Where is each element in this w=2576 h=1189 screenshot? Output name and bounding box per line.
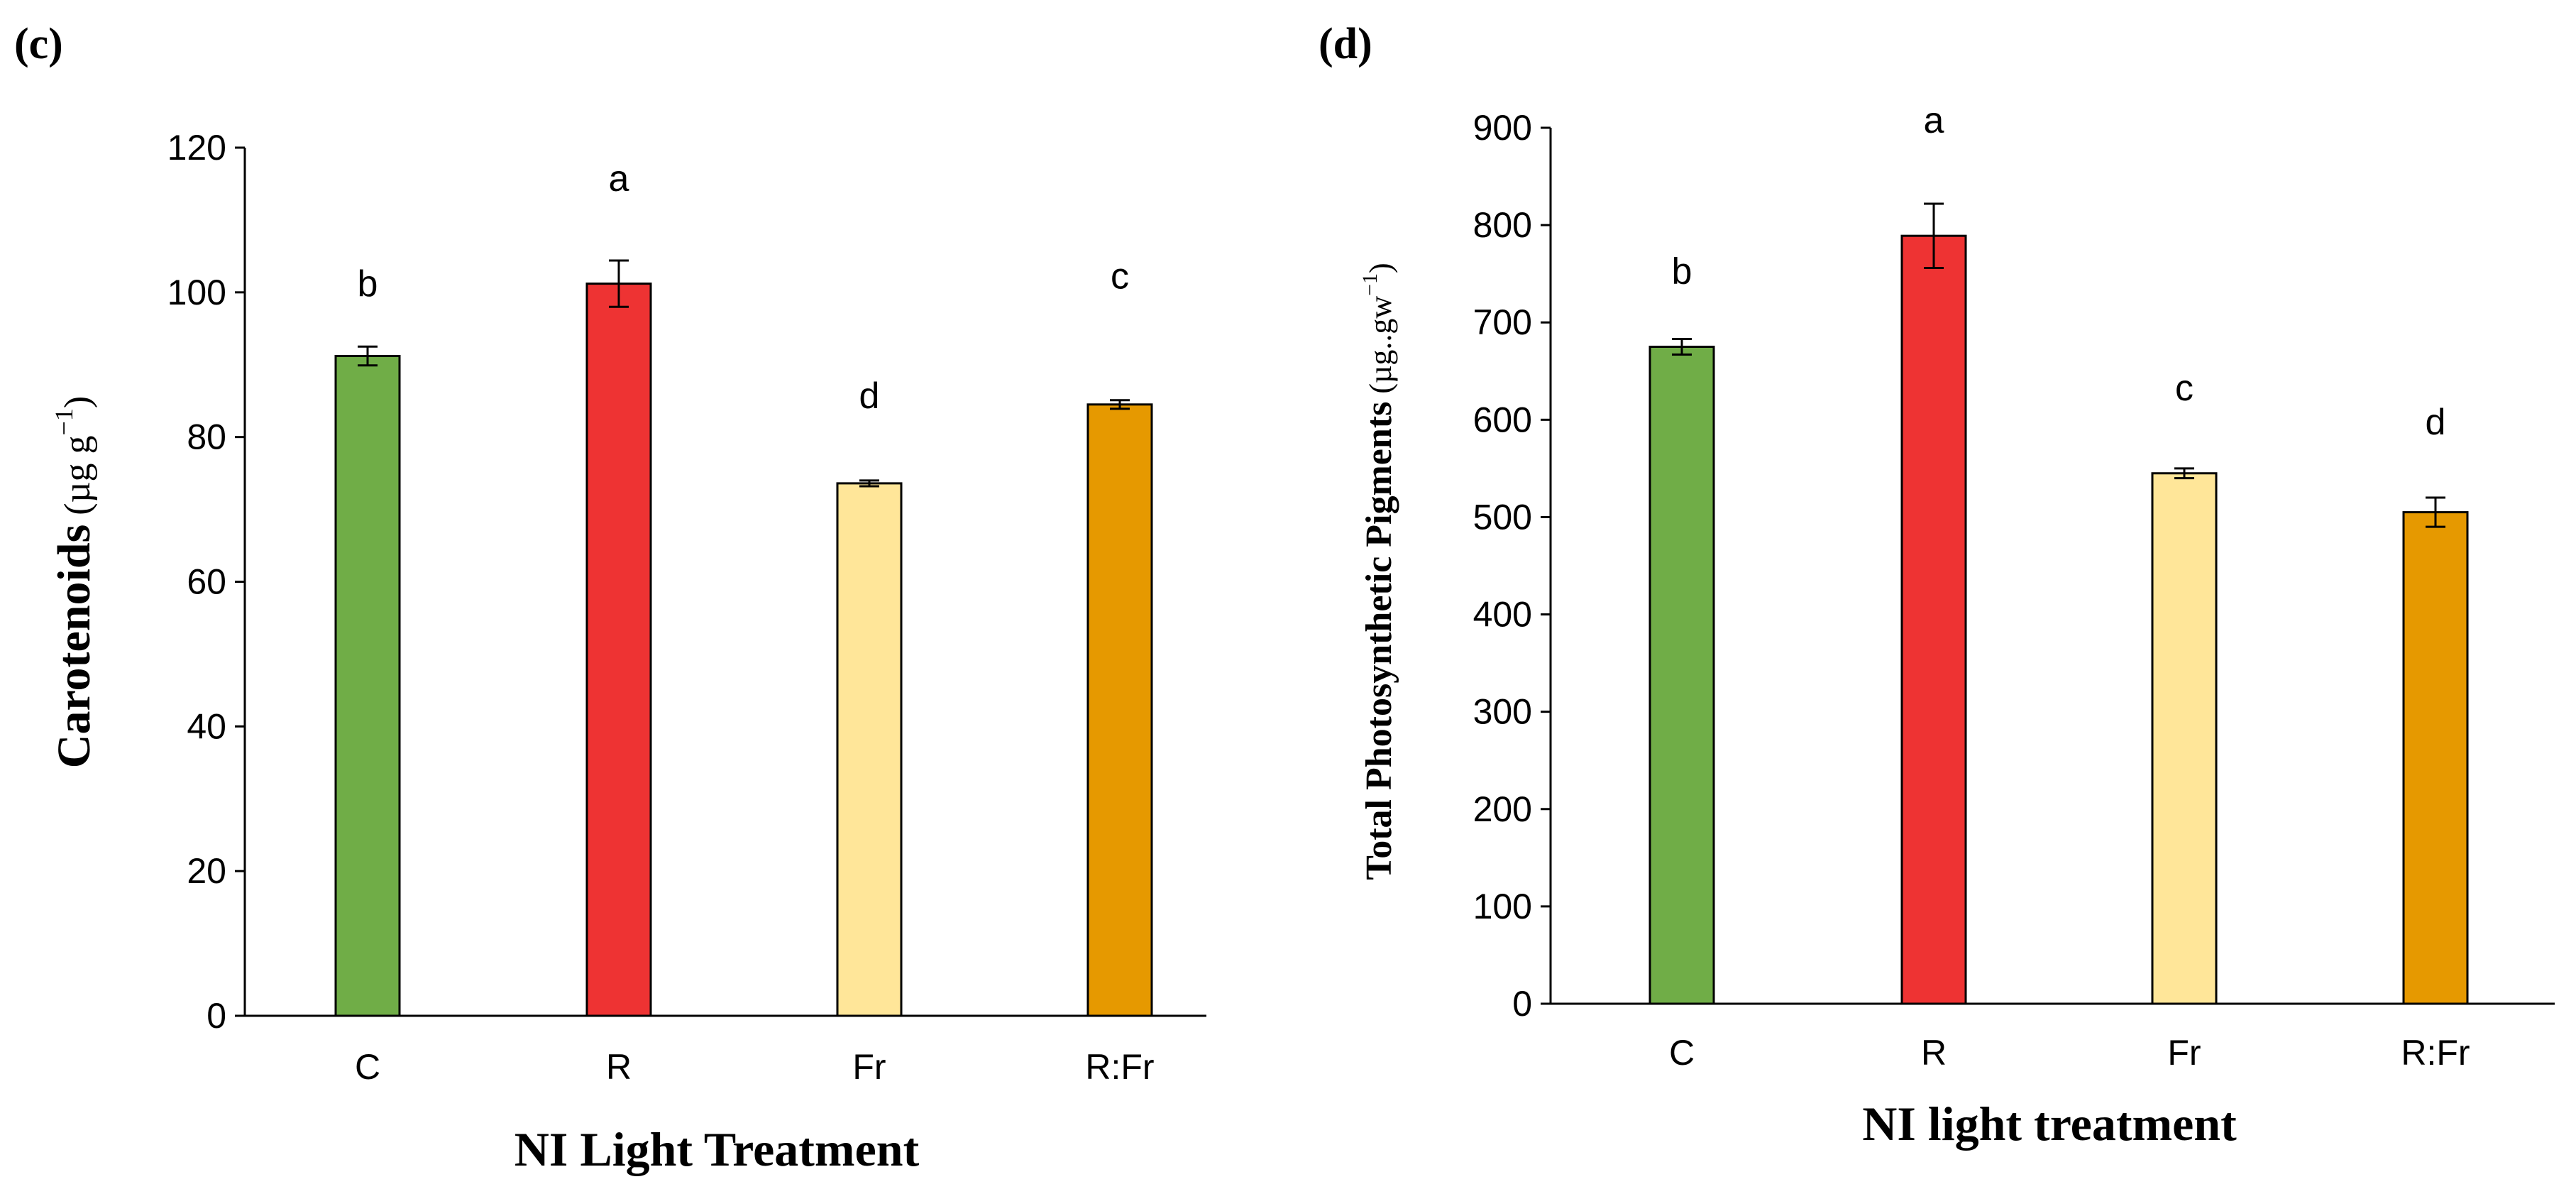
panel-d-y-axis-unit-close: )	[1363, 263, 1398, 273]
panel-d-y-tick-label: 600	[1473, 400, 1532, 439]
panel-c-bar-c	[334, 355, 401, 1017]
panel-c-error-bars	[358, 259, 1130, 488]
panel-d-category-label: Fr	[2167, 1033, 2201, 1073]
panel-c-significance-letters: b a d c	[358, 158, 1129, 417]
panel-c-y-ticks: 0 20 40 60 80 100 120	[167, 128, 245, 1036]
panel-c-label: (c)	[14, 20, 63, 68]
panel-c-bar-fr	[836, 482, 903, 1017]
panel-d-chart: (d) 0 100 200 300 400 500 600 700 800 900 b a c d C R…	[1319, 20, 2555, 1151]
panel-c-error-bar	[859, 479, 879, 488]
panel-d-y-tick-label: 400	[1473, 595, 1532, 635]
panel-d-error-bar	[2426, 496, 2445, 528]
panel-d-y-axis-title-main: Total Photosynthetic Pigments	[1359, 402, 1399, 880]
panel-d-y-tick-label: 700	[1473, 302, 1532, 342]
panel-c-significance-letter: c	[1111, 256, 1129, 297]
panel-d-label: (d)	[1319, 20, 1372, 68]
panel-c-y-axis-unit: (µg g	[57, 435, 98, 524]
panel-c-y-axis-title-main: Carotenoids	[48, 525, 100, 768]
panel-c-category-labels: C R Fr R:Fr	[355, 1047, 1155, 1087]
panel-d-y-tick-label: 800	[1473, 205, 1532, 245]
panel-d-bar-r	[1900, 234, 1967, 1005]
panel-c-bar-r	[585, 283, 652, 1017]
panel-c-y-tick-label: 20	[187, 851, 226, 891]
panel-c-y-axis-unit-exponent: −1	[50, 408, 78, 435]
panel-d-y-axis-unit-exponent: −1	[1358, 273, 1382, 296]
panel-c-chart: (c) 0 20 40 60 80 100 120 b a d c C R Fr R:Fr NI Lig…	[14, 20, 1206, 1176]
panel-d-category-label: R	[1921, 1033, 1947, 1073]
panel-c-significance-letter: d	[859, 376, 880, 417]
panel-c-y-tick-label: 80	[187, 417, 226, 457]
panel-c-error-bar	[358, 345, 378, 367]
panel-d-significance-letters: b a c d	[1672, 100, 2446, 443]
panel-d-bar-c	[1648, 346, 1715, 1005]
panel-c-x-axis-title: NI Light Treatment	[514, 1122, 920, 1176]
panel-c-y-axis-unit-close: )	[57, 396, 98, 408]
panel-d-significance-letter: b	[1672, 251, 1692, 292]
panel-c-bars	[334, 283, 1153, 1017]
panel-d-y-tick-label: 900	[1473, 108, 1532, 148]
panel-c-significance-letter: b	[358, 263, 378, 305]
panel-d-y-ticks: 0 100 200 300 400 500 600 700 800 900	[1473, 108, 1551, 1024]
panel-c-category-label: Fr	[852, 1047, 886, 1087]
panel-c-y-tick-label: 0	[207, 996, 226, 1036]
panel-c-y-tick-label: 100	[167, 273, 226, 312]
panel-d-category-label: R:Fr	[2401, 1033, 2470, 1073]
panel-c-y-tick-label: 60	[187, 562, 226, 602]
panel-c-significance-letter: a	[609, 158, 629, 199]
panel-c-bar-r-fr	[1086, 403, 1153, 1017]
panel-c-error-bar	[609, 259, 629, 308]
panel-d-error-bar	[2174, 467, 2194, 480]
panel-d-error-bar	[1924, 202, 1944, 269]
panel-d-y-tick-label: 100	[1473, 887, 1532, 926]
panel-d-y-axis-title: Total Photosynthetic Pigments (µg..gw−1)	[1358, 263, 1399, 880]
panel-d-significance-letter: c	[2175, 368, 2194, 409]
panel-c-category-label: R:Fr	[1085, 1047, 1154, 1087]
panel-d-category-labels: C R Fr R:Fr	[1669, 1033, 2470, 1073]
panel-d-category-label: C	[1669, 1033, 1695, 1073]
panel-d-significance-letter: d	[2426, 402, 2446, 443]
panel-d-x-axis-title: NI light treatment	[1862, 1097, 2237, 1151]
panel-d-y-tick-label: 300	[1473, 692, 1532, 732]
panel-d-error-bars	[1672, 202, 2445, 528]
panel-d-bar-r-fr	[2402, 511, 2469, 1005]
panel-c-y-tick-label: 40	[187, 706, 226, 746]
panel-c-error-bar	[1110, 399, 1130, 410]
panel-d-bar-fr	[2151, 472, 2218, 1005]
panel-d-y-tick-label: 500	[1473, 497, 1532, 537]
panel-c-y-tick-label: 120	[167, 128, 226, 168]
panel-d-y-axis-unit: (µg..gw	[1363, 296, 1398, 402]
panel-c-category-label: C	[355, 1047, 380, 1087]
panel-d-bars	[1648, 234, 2469, 1005]
panel-c-category-label: R	[606, 1047, 632, 1087]
panel-d-error-bar	[1672, 338, 1692, 356]
panel-d-y-tick-label: 0	[1512, 984, 1532, 1024]
panel-d-significance-letter: a	[1924, 100, 1944, 141]
panel-d-y-tick-label: 200	[1473, 789, 1532, 829]
panel-c-y-axis-title: Carotenoids (µg g−1)	[48, 396, 100, 768]
